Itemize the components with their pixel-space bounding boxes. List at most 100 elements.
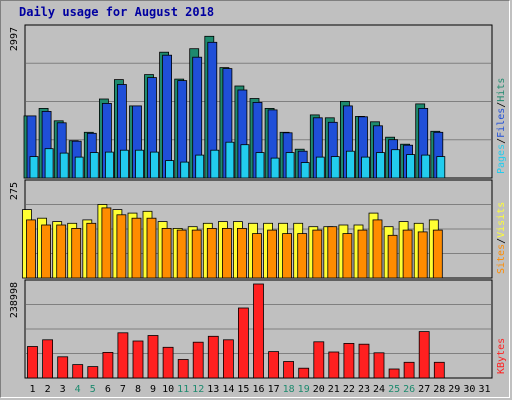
x-tick-label: 3	[60, 384, 66, 395]
bar-pages-day-15	[240, 144, 250, 179]
bar-pages-day-17	[270, 157, 280, 179]
bar-sites-day-5	[86, 222, 97, 279]
x-tick-label: 8	[135, 384, 141, 395]
x-tick-label: 10	[162, 384, 174, 395]
bar-sites-day-7	[116, 214, 127, 279]
legend-item: /	[496, 138, 507, 144]
legend-hits-files-pages: Pages/Files/Hits	[496, 78, 507, 174]
x-tick-label: 7	[120, 384, 126, 395]
bar-pages-day-7	[120, 149, 129, 179]
x-tick-label: 26	[403, 384, 415, 395]
panel-hits-files-pages: 2997 Pages/Files/Hits	[9, 24, 507, 179]
bar-kbytes-day-26	[403, 361, 415, 379]
bar-kbytes-day-6	[102, 351, 114, 379]
bar-kbytes-day-20	[313, 341, 325, 379]
bar-kbytes-day-16	[253, 283, 264, 379]
x-tick-label: 15	[237, 384, 249, 395]
bar-pages-day-11	[180, 161, 190, 179]
bar-sites-day-11	[176, 229, 187, 279]
x-tick-label: 22	[343, 384, 355, 395]
x-tick-label: 1	[29, 384, 35, 395]
bar-sites-day-28	[432, 229, 443, 279]
chart-title: Daily usage for August 2018	[19, 5, 215, 19]
bar-sites-day-22	[342, 233, 353, 279]
legend-item: KBytes	[496, 338, 507, 374]
legend-item: Visits	[496, 202, 507, 238]
bar-kbytes-day-23	[358, 343, 370, 379]
legend-item: Hits	[496, 78, 507, 102]
bar-kbytes-day-18	[283, 361, 295, 379]
bar-sites-day-4	[71, 227, 82, 279]
x-tick-label: 17	[268, 384, 280, 395]
x-tick-label: 29	[448, 384, 460, 395]
bar-pages-day-12	[195, 154, 205, 179]
x-tick-label: 20	[313, 384, 325, 395]
bar-kbytes-day-22	[343, 342, 355, 379]
bar-pages-day-24	[376, 152, 385, 179]
bar-kbytes-day-15	[237, 307, 249, 379]
bar-sites-day-6	[101, 207, 112, 279]
bar-kbytes-day-27	[418, 331, 430, 379]
legend-item: Pages	[496, 144, 507, 174]
bar-kbytes-day-10	[162, 346, 174, 379]
bar-pages-day-9	[150, 151, 159, 179]
legend-item: /	[496, 102, 507, 108]
bar-pages-day-4	[74, 156, 84, 179]
x-tick-label: 5	[90, 384, 96, 395]
axis-max-label: 275	[9, 182, 20, 200]
bar-sites-day-16	[252, 233, 262, 279]
bar-kbytes-day-9	[147, 335, 159, 379]
bar-sites-day-23	[357, 229, 368, 279]
bar-kbytes-day-7	[117, 332, 129, 379]
bar-pages-day-21	[330, 156, 340, 179]
panel-visits-sites: 275 Sites/Visits	[9, 179, 507, 279]
bar-pages-day-14	[225, 141, 235, 179]
bar-sites-day-27	[417, 231, 428, 279]
bar-pages-day-16	[255, 152, 265, 179]
x-tick-label: 21	[328, 384, 340, 395]
bar-sites-day-18	[282, 233, 293, 279]
bar-kbytes-day-21	[328, 351, 340, 379]
bar-files-day-10	[162, 54, 173, 179]
bar-sites-day-15	[236, 227, 247, 279]
bar-kbytes-day-25	[388, 368, 400, 379]
bar-sites-day-17	[267, 229, 278, 279]
x-tick-label: 25	[388, 384, 400, 395]
x-tick-label: 2	[45, 384, 51, 395]
bar-pages-day-3	[59, 152, 69, 179]
panel-kbytes: 238998 KBytes	[9, 279, 507, 379]
bar-kbytes-day-1	[27, 346, 38, 379]
bar-kbytes-day-17	[268, 351, 280, 379]
bar-kbytes-day-12	[192, 341, 204, 379]
axis-max-label: 2997	[9, 27, 20, 51]
bar-sites-day-12	[191, 229, 202, 279]
bar-sites-day-20	[312, 229, 323, 279]
bar-pages-day-25	[391, 149, 401, 179]
bar-kbytes-day-11	[177, 359, 189, 379]
bar-pages-day-22	[345, 150, 355, 179]
x-tick-label: 23	[358, 384, 370, 395]
legend-item: Sites	[496, 244, 507, 274]
bar-pages-day-10	[165, 160, 175, 179]
bar-sites-day-19	[297, 233, 308, 279]
x-tick-label: 4	[75, 384, 81, 395]
bar-pages-day-20	[315, 156, 325, 179]
x-tick-label: 27	[418, 384, 430, 395]
bar-sites-day-1	[26, 219, 36, 279]
bar-kbytes-day-3	[57, 356, 69, 379]
bar-pages-day-8	[135, 149, 144, 179]
bar-sites-day-2	[41, 224, 51, 279]
bar-sites-day-13	[206, 227, 217, 279]
bar-sites-day-10	[161, 227, 172, 279]
bar-sites-day-3	[56, 224, 67, 279]
x-tick-label: 14	[222, 384, 234, 395]
bar-pages-day-27	[421, 154, 431, 179]
bar-kbytes-day-14	[222, 339, 234, 379]
bar-pages-day-6	[105, 151, 114, 179]
x-tick-label: 24	[373, 384, 385, 395]
bar-kbytes-day-5	[87, 366, 99, 379]
x-tick-label: 16	[252, 384, 264, 395]
bar-kbytes-day-13	[207, 335, 219, 379]
bar-kbytes-day-28	[433, 361, 445, 379]
